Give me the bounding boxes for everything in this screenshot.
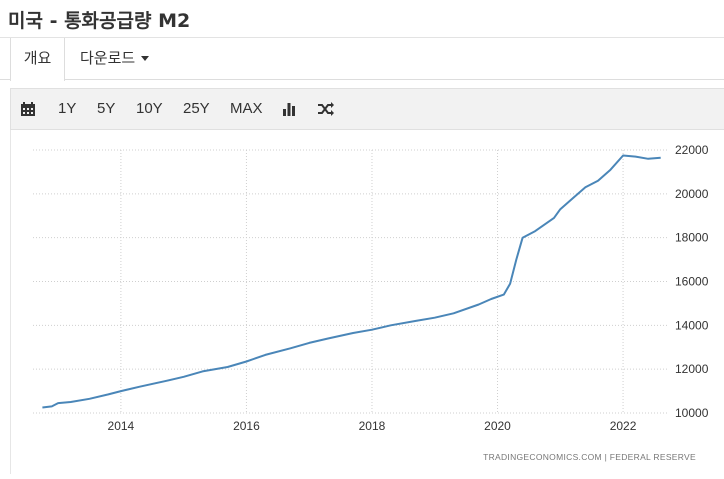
source-label: TRADINGECONOMICS.COM | FEDERAL RESERVE xyxy=(483,452,696,462)
page-title: 미국 - 통화공급량 M2 xyxy=(8,10,191,32)
y-tick-label: 18000 xyxy=(675,231,709,245)
chart-area: 10000 12000 14000 16000 18000 20000 22000 2014 2… xyxy=(10,130,724,474)
shuffle-icon[interactable] xyxy=(317,101,335,117)
line-chart: 10000 12000 14000 16000 18000 20000 22000 2014 2… xyxy=(33,143,709,462)
x-tick-label: 2018 xyxy=(359,419,386,433)
y-tick-label: 20000 xyxy=(675,187,709,201)
y-tick-label: 16000 xyxy=(675,275,709,289)
tab-download[interactable]: 다운로드 xyxy=(80,38,150,80)
caret-down-icon xyxy=(141,56,150,61)
title-bar: 미국 - 통화공급량 M2 xyxy=(0,0,724,38)
range-5y-button[interactable]: 5Y xyxy=(97,100,116,117)
y-tick-label: 14000 xyxy=(675,318,709,332)
x-tick-label: 2020 xyxy=(484,419,511,433)
calendar-icon[interactable] xyxy=(20,101,36,117)
range-25y-button[interactable]: 25Y xyxy=(183,100,210,117)
tab-bar: 개요 다운로드 xyxy=(0,38,724,81)
range-max-button[interactable]: MAX xyxy=(230,100,263,117)
chart-toolbar: 1Y 5Y 10Y 25Y MAX xyxy=(10,88,724,130)
bar-chart-icon[interactable] xyxy=(281,101,297,117)
y-tick-label: 22000 xyxy=(675,143,709,157)
tab-download-label: 다운로드 xyxy=(80,49,136,67)
range-10y-button[interactable]: 10Y xyxy=(136,100,163,117)
x-tick-label: 2014 xyxy=(108,419,135,433)
tab-overview[interactable]: 개요 xyxy=(10,38,65,81)
y-tick-label: 10000 xyxy=(675,406,709,420)
x-tick-label: 2022 xyxy=(610,419,637,433)
y-tick-label: 12000 xyxy=(675,362,709,376)
series-line-m2 xyxy=(42,154,661,409)
range-1y-button[interactable]: 1Y xyxy=(58,100,77,117)
x-tick-label: 2016 xyxy=(233,419,260,433)
